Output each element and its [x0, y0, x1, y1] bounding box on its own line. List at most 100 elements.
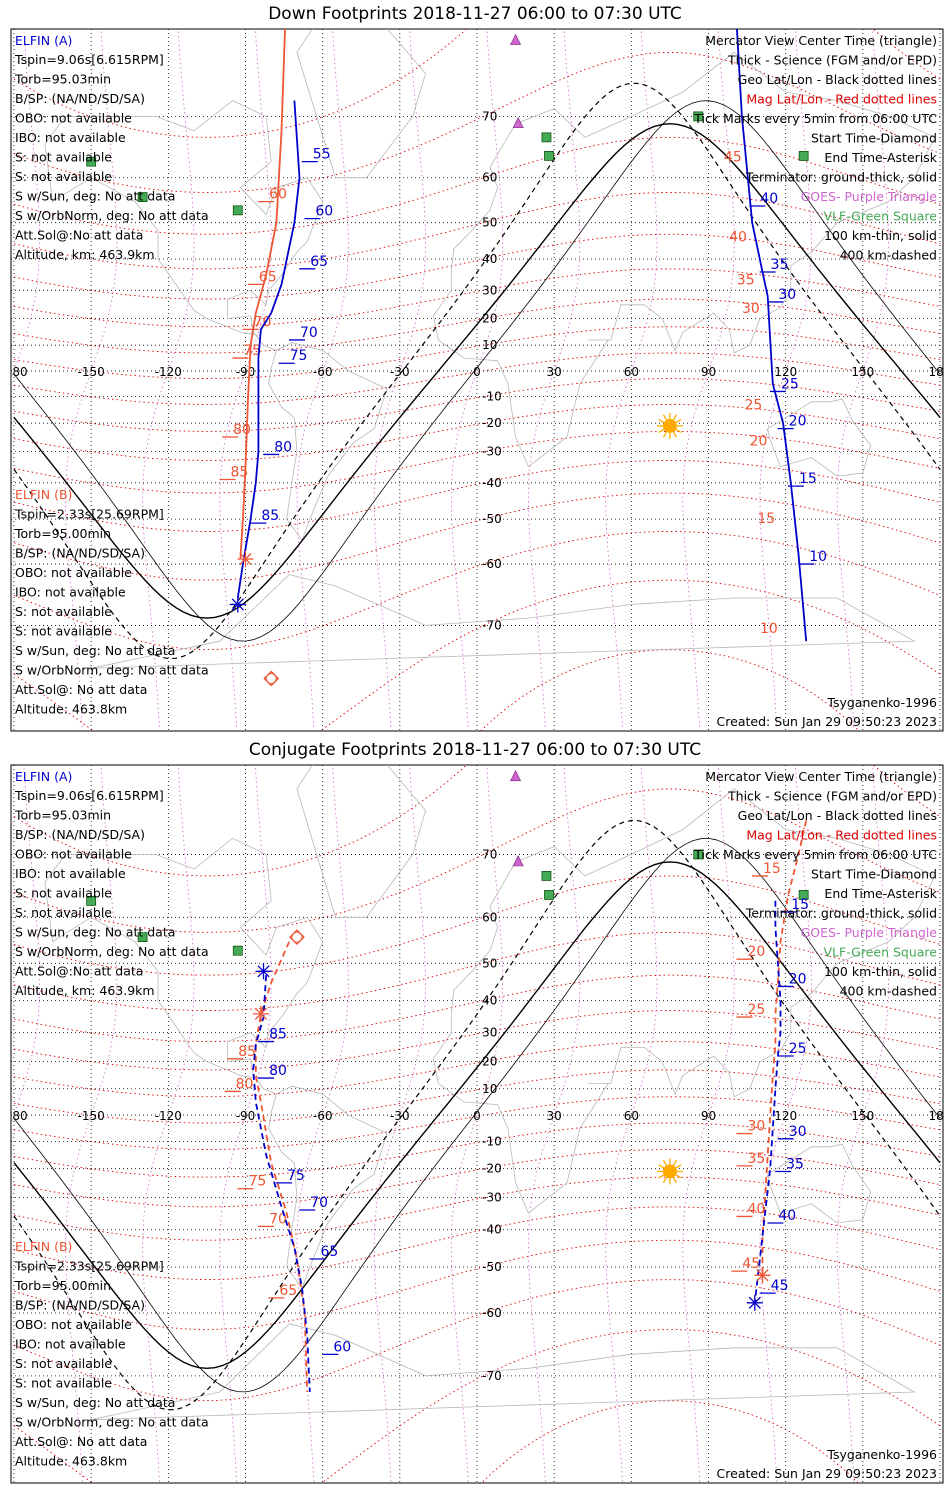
vlf-station-marker — [541, 871, 552, 881]
track-tick-label: 25 — [745, 398, 763, 414]
elfin-a-info: Tspin=9.06s[6.615RPM] — [14, 52, 164, 67]
lon-tick-label: -60 — [313, 365, 333, 379]
lon-tick-label: -180 — [0, 365, 27, 379]
track-tick-label: 75 — [243, 343, 261, 359]
track-tick-label: 25 — [781, 376, 799, 392]
mag-longitude-line — [142, 765, 195, 1483]
track-tick-label: 70 — [269, 1211, 287, 1227]
track-tick-label: 65 — [321, 1244, 339, 1260]
track-tick-label: 80 — [269, 1063, 287, 1079]
track-tick-label: 55 — [313, 147, 331, 163]
model-label: Tsyganenko-1996 — [826, 1447, 937, 1462]
map-layers: -180 -150 -120 -90 -60 -30 0 30 60 90 120 150 180 -70… — [11, 765, 943, 1483]
track-tick-label: 80 — [236, 1076, 254, 1092]
elfin-a-info: Tspin=9.06s[6.615RPM] — [14, 788, 164, 803]
legend-entry: Mag Lat/Lon - Red dotted lines — [746, 92, 937, 107]
track-tick-label: 35 — [771, 257, 789, 273]
coastline — [767, 1143, 872, 1224]
coastline — [44, 100, 388, 542]
elfin-a-info: OBO: not available — [15, 111, 132, 126]
model-label: Tsyganenko-1996 — [826, 695, 937, 710]
legend-entry: Tick Marks every 5min from 06:00 UTC — [693, 847, 937, 862]
lon-tick-label: 120 — [774, 1109, 797, 1123]
terminator-curve — [13, 122, 941, 619]
track-tick-label: 30 — [789, 1124, 807, 1140]
sun-ray — [662, 1177, 667, 1184]
lat-tick-label: 20 — [482, 312, 497, 326]
lat-tick-label: -50 — [482, 512, 502, 526]
lon-tick-label: -90 — [236, 1109, 256, 1123]
track-tick-label: 40 — [760, 191, 778, 207]
elfin-a-info: S: not available — [15, 150, 112, 165]
elfin-b-name: ELFIN (B) — [15, 1239, 72, 1254]
track-tick-label: 20 — [748, 944, 766, 960]
lon-tick-label: -90 — [236, 365, 256, 379]
elfin-b-name: ELFIN (B) — [15, 487, 72, 502]
lat-tick-label: 60 — [482, 171, 497, 185]
lon-tick-label: -150 — [78, 365, 105, 379]
elfin-b-info: S: not available — [15, 1356, 112, 1371]
sun-ray — [662, 414, 667, 421]
track-tick-label: 25 — [789, 1041, 807, 1057]
track-tick-label: 15 — [757, 511, 775, 527]
lat-tick-label: -10 — [482, 1134, 502, 1148]
sun-ray — [662, 1159, 667, 1166]
lat-tick-label: 40 — [482, 252, 497, 266]
track-tick-label: 80 — [274, 439, 292, 455]
sun-ray — [672, 414, 677, 421]
lon-tick-label: -30 — [390, 1109, 410, 1123]
legend-entry: End Time-Asterisk — [824, 150, 937, 165]
legend-entry: GOES- Purple Triangle — [801, 189, 938, 204]
track-tick-label: 45 — [724, 150, 742, 166]
track-tick-label: 10 — [760, 621, 778, 637]
mag-longitude-line — [682, 29, 735, 731]
coastline — [767, 398, 872, 477]
lon-tick-label: 90 — [701, 1109, 716, 1123]
elfin-a-info: S: not available — [15, 905, 112, 920]
lat-tick-label: 30 — [482, 1026, 497, 1040]
track-tick-label: 80 — [233, 422, 251, 438]
vlf-station-marker — [232, 205, 243, 216]
lat-tick-label: 20 — [482, 1055, 497, 1069]
track-tick-label: 20 — [789, 414, 807, 430]
track-tick-label: 35 — [737, 272, 755, 288]
down-footprints-title: Down Footprints 2018-11-27 06:00 to 07:3… — [268, 4, 682, 24]
elfin-a-track — [252, 975, 311, 1393]
legend-entry: 400 km-dashed — [840, 248, 937, 263]
track-tick-label: 85 — [230, 464, 248, 480]
sun-ray — [658, 418, 665, 423]
track-tick-label: 35 — [748, 1151, 766, 1167]
lon-tick-label: -120 — [155, 365, 182, 379]
track-tick-label: 60 — [333, 1339, 351, 1355]
coastline — [432, 788, 936, 1214]
legend-entry: Start Time-Diamond — [811, 867, 937, 882]
mag-longitude-line — [682, 765, 735, 1483]
track-tick-label: 75 — [249, 1174, 267, 1190]
lat-tick-label: -70 — [482, 618, 502, 632]
elfin-a-info: B/SP: (NA/ND/SD/SA) — [15, 827, 145, 842]
sun-ray — [672, 1177, 677, 1184]
track-tick-label: 70 — [310, 1195, 328, 1211]
legend-entry: Terminator: ground-thick, solid — [745, 906, 937, 921]
vlf-station-marker — [798, 890, 809, 900]
coastline — [296, 765, 427, 918]
mag-latitude-line — [13, 875, 941, 976]
end-asterisk-elfin-a — [748, 1296, 761, 1309]
elfin-a-info: OBO: not available — [15, 847, 132, 862]
map-frame — [10, 764, 944, 1484]
map-layers: -180 -150 -120 -90 -60 -30 0 30 60 90 120 150 180 -70… — [0, 29, 943, 731]
vlf-station-marker — [86, 156, 97, 167]
elfin-b-info: Altitude: 463.8km — [15, 702, 127, 717]
legend-entry: Geo Lat/Lon - Black dotted lines — [738, 72, 937, 87]
track-tick-label: 85 — [238, 1044, 256, 1060]
lat-tick-label: 50 — [482, 956, 497, 970]
down-footprints-map: -180 -150 -120 -90 -60 -30 0 30 60 90 120 150 180 -70… — [0, 28, 944, 732]
lat-tick-label: -70 — [482, 1369, 502, 1383]
elfin-b-info: Att.Sol@: No att data — [15, 1434, 147, 1449]
coastline — [432, 51, 936, 468]
track-tick-label: 45 — [742, 1256, 760, 1272]
lat-tick-label: 70 — [482, 109, 497, 123]
lat-tick-label: -10 — [482, 390, 502, 404]
track-tick-label: 35 — [786, 1156, 804, 1172]
lat-tick-label: -60 — [482, 1306, 502, 1320]
